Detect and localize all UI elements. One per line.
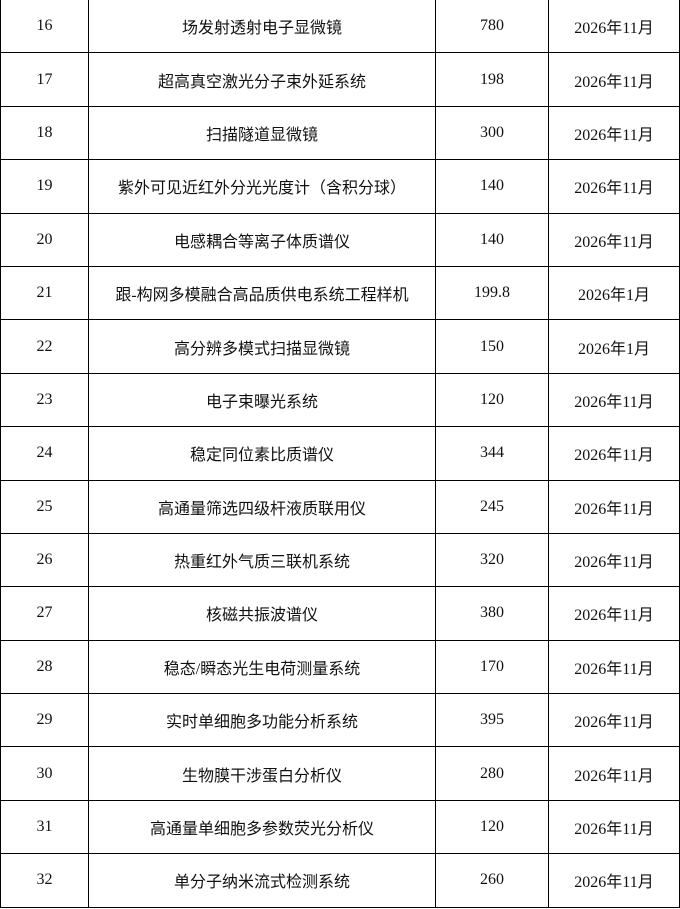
amount: 120: [435, 799, 549, 855]
row-number: 29: [0, 693, 89, 748]
table-row: 28 稳态/瞬态光生电荷测量系统 170 2026年11月: [0, 639, 680, 695]
date: 2026年11月: [548, 426, 680, 481]
date: 2026年11月: [548, 532, 680, 588]
table-row: 25 高通量筛选四级杆液质联用仪 245 2026年11月: [0, 479, 680, 534]
amount: 150: [435, 319, 549, 374]
amount: 344: [435, 426, 549, 481]
table-row: 24 稳定同位素比质谱仪 344 2026年11月: [0, 426, 680, 481]
row-number: 18: [0, 105, 89, 161]
equipment-name: 紫外可见近红外分光光度计（含积分球）: [88, 159, 436, 214]
table-row: 21 跟-构网多模融合高品质供电系统工程样机 199.8 2026年1月: [0, 265, 680, 321]
row-number: 26: [0, 532, 89, 588]
row-number: 19: [0, 159, 89, 214]
amount: 380: [435, 586, 549, 641]
date: 2026年1月: [548, 319, 680, 374]
row-number: 22: [0, 319, 89, 374]
amount: 395: [435, 693, 549, 748]
date: 2026年11月: [548, 693, 680, 748]
table-row: 31 高通量单细胞多参数荧光分析仪 120 2026年11月: [0, 799, 680, 855]
amount: 199.8: [435, 265, 549, 321]
row-number: 16: [0, 0, 89, 54]
row-number: 21: [0, 265, 89, 321]
amount: 780: [435, 0, 549, 54]
equipment-name: 实时单细胞多功能分析系统: [88, 693, 436, 748]
equipment-name: 高通量筛选四级杆液质联用仪: [88, 479, 436, 534]
table-row: 27 核磁共振波谱仪 380 2026年11月: [0, 586, 680, 641]
row-number: 17: [0, 52, 89, 107]
table-row: 26 热重红外气质三联机系统 320 2026年11月: [0, 532, 680, 588]
equipment-name: 扫描隧道显微镜: [88, 105, 436, 161]
amount: 260: [435, 853, 549, 908]
row-number: 31: [0, 799, 89, 855]
date: 2026年11月: [548, 746, 680, 801]
date: 2026年11月: [548, 586, 680, 641]
equipment-name: 跟-构网多模融合高品质供电系统工程样机: [88, 265, 436, 321]
equipment-name: 电子束曝光系统: [88, 372, 436, 428]
amount: 280: [435, 746, 549, 801]
equipment-name: 高分辨多模式扫描显微镜: [88, 319, 436, 374]
amount: 198: [435, 52, 549, 107]
equipment-name: 热重红外气质三联机系统: [88, 532, 436, 588]
amount: 300: [435, 105, 549, 161]
date: 2026年11月: [548, 853, 680, 908]
equipment-name: 生物膜干涉蛋白分析仪: [88, 746, 436, 801]
amount: 170: [435, 639, 549, 695]
date: 2026年11月: [548, 799, 680, 855]
row-number: 20: [0, 212, 89, 267]
table-row: 20 电感耦合等离子体质谱仪 140 2026年11月: [0, 212, 680, 267]
row-number: 28: [0, 639, 89, 695]
row-number: 27: [0, 586, 89, 641]
table-row: 16 场发射透射电子显微镜 780 2026年11月: [0, 0, 680, 54]
date: 2026年11月: [548, 159, 680, 214]
table-row: 23 电子束曝光系统 120 2026年11月: [0, 372, 680, 428]
amount: 245: [435, 479, 549, 534]
date: 2026年11月: [548, 372, 680, 428]
date: 2026年11月: [548, 479, 680, 534]
equipment-name: 稳定同位素比质谱仪: [88, 426, 436, 481]
date: 2026年11月: [548, 212, 680, 267]
date: 2026年1月: [548, 265, 680, 321]
amount: 140: [435, 212, 549, 267]
table-row: 18 扫描隧道显微镜 300 2026年11月: [0, 105, 680, 161]
amount: 140: [435, 159, 549, 214]
table-row: 29 实时单细胞多功能分析系统 395 2026年11月: [0, 693, 680, 748]
amount: 320: [435, 532, 549, 588]
table-row: 30 生物膜干涉蛋白分析仪 280 2026年11月: [0, 746, 680, 801]
amount: 120: [435, 372, 549, 428]
date: 2026年11月: [548, 639, 680, 695]
table-row: 22 高分辨多模式扫描显微镜 150 2026年1月: [0, 319, 680, 374]
equipment-name: 超高真空激光分子束外延系统: [88, 52, 436, 107]
row-number: 24: [0, 426, 89, 481]
date: 2026年11月: [548, 0, 680, 54]
equipment-name: 核磁共振波谱仪: [88, 586, 436, 641]
row-number: 25: [0, 479, 89, 534]
table-row: 19 紫外可见近红外分光光度计（含积分球） 140 2026年11月: [0, 159, 680, 214]
date: 2026年11月: [548, 52, 680, 107]
equipment-name: 高通量单细胞多参数荧光分析仪: [88, 799, 436, 855]
equipment-name: 稳态/瞬态光生电荷测量系统: [88, 639, 436, 695]
equipment-name: 场发射透射电子显微镜: [88, 0, 436, 54]
row-number: 23: [0, 372, 89, 428]
table-row: 17 超高真空激光分子束外延系统 198 2026年11月: [0, 52, 680, 107]
equipment-name: 电感耦合等离子体质谱仪: [88, 212, 436, 267]
table-row: 32 单分子纳米流式检测系统 260 2026年11月: [0, 853, 680, 908]
equipment-name: 单分子纳米流式检测系统: [88, 853, 436, 908]
row-number: 30: [0, 746, 89, 801]
date: 2026年11月: [548, 105, 680, 161]
row-number: 32: [0, 853, 89, 908]
